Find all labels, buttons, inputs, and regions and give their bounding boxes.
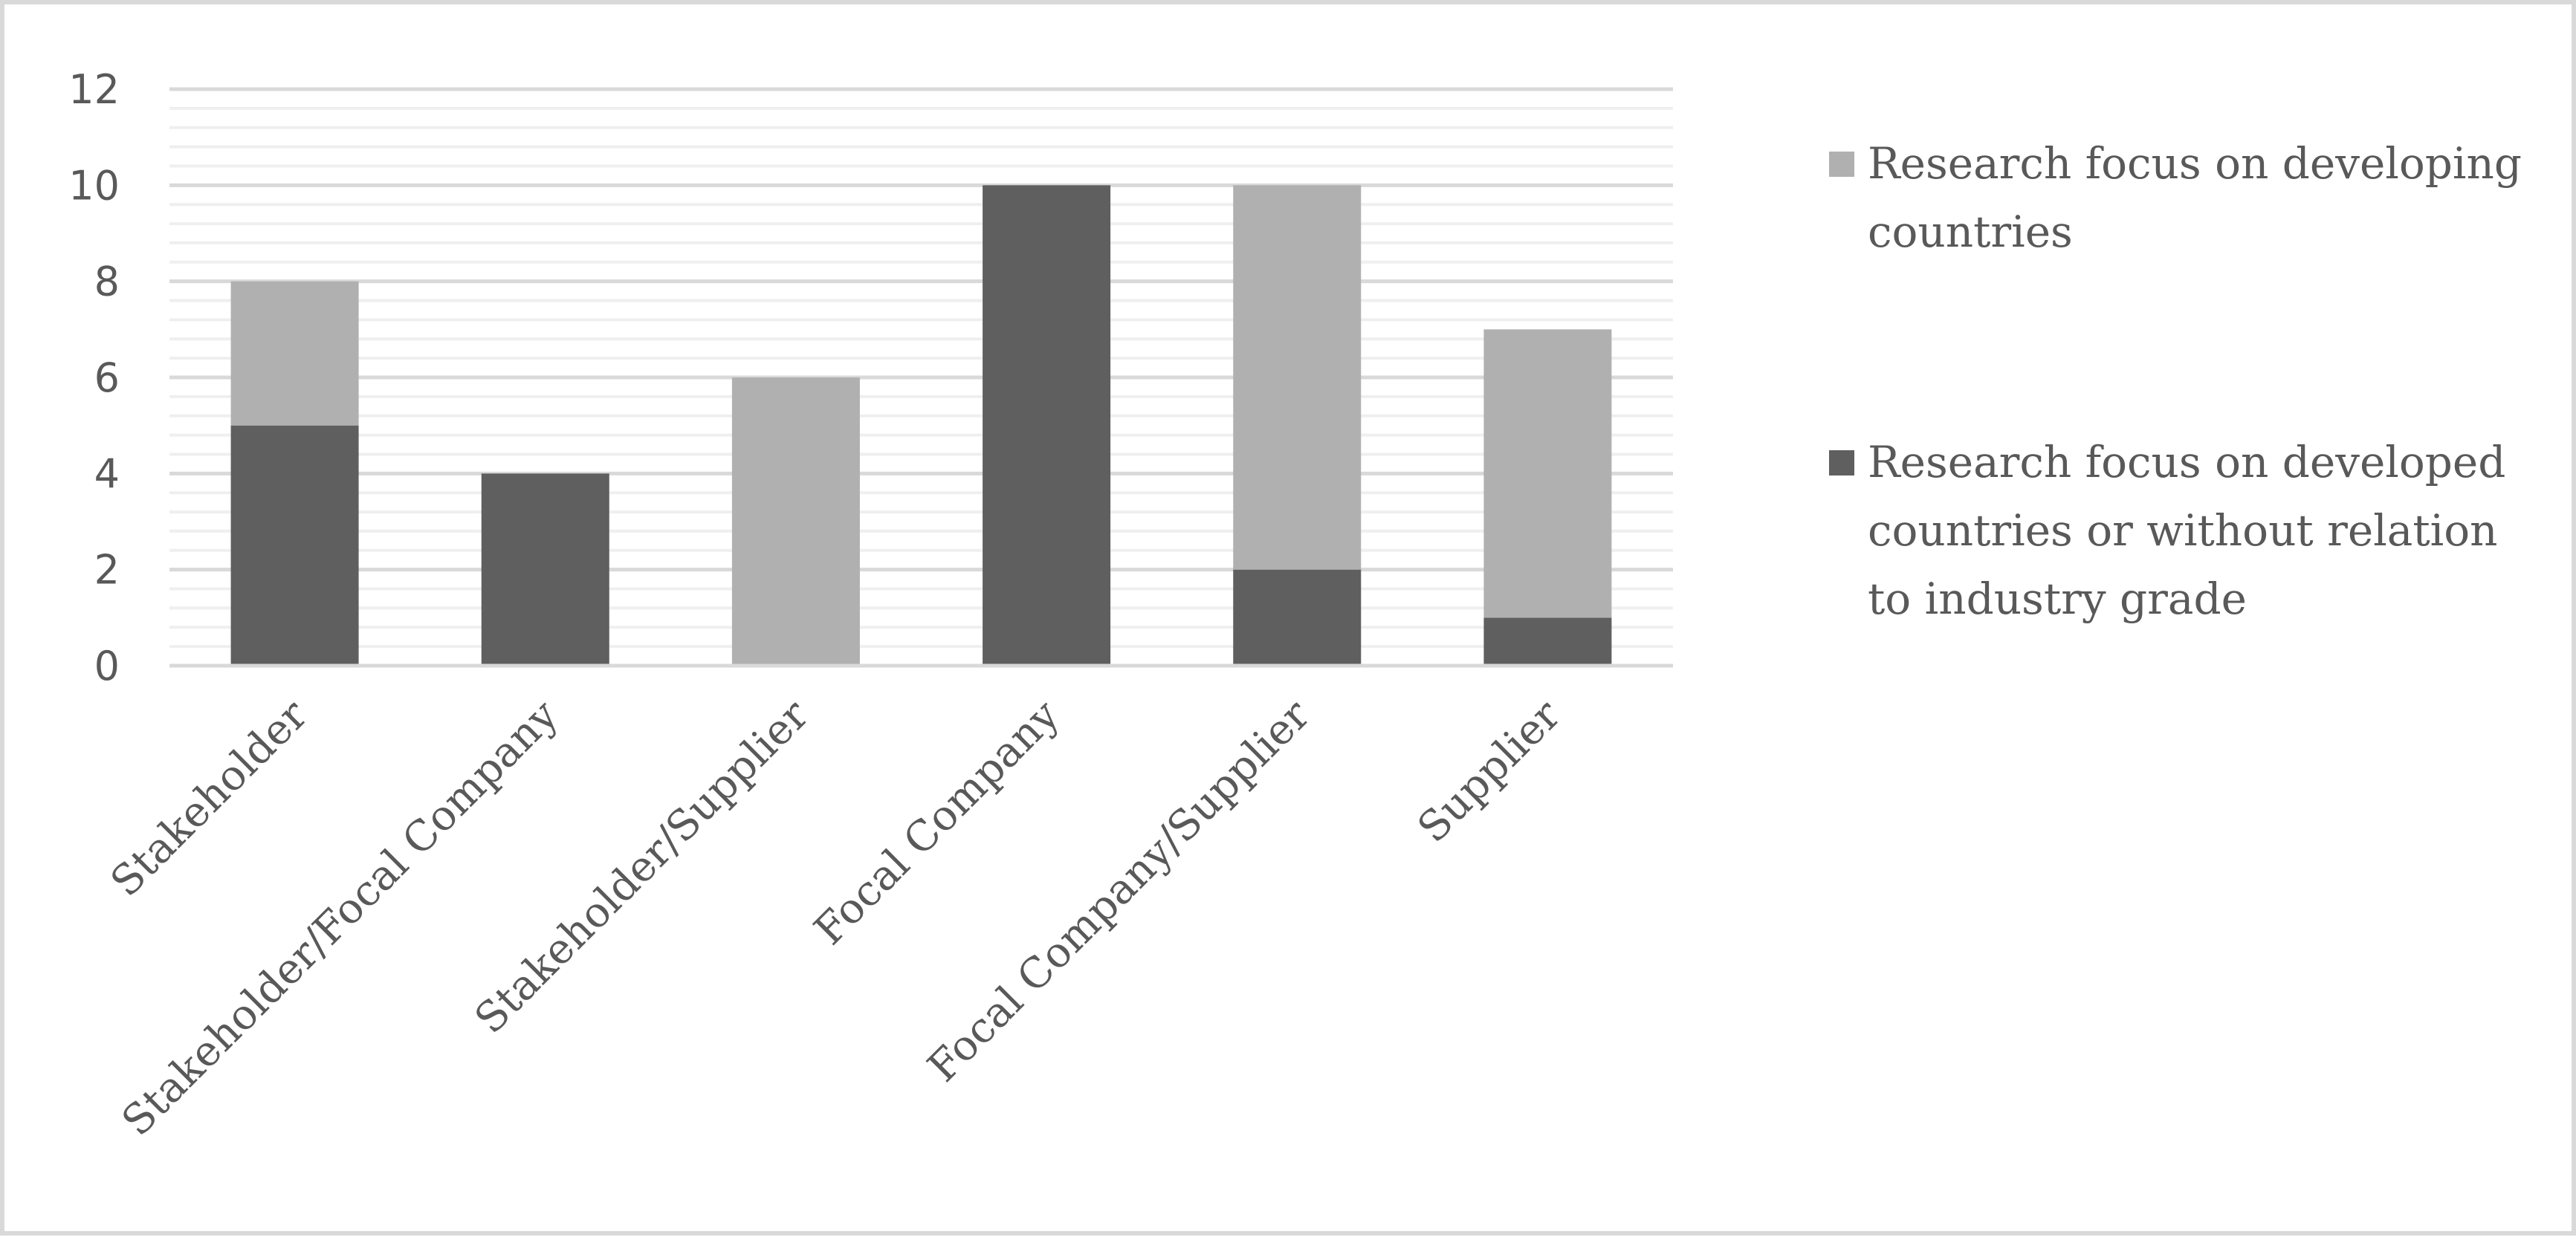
legend-swatch <box>1829 450 1854 475</box>
y-tick-label: 12 <box>68 66 120 113</box>
legend-label: Research focus on developed <box>1868 437 2505 487</box>
bar-segment <box>983 185 1111 666</box>
grid-lines <box>169 87 1673 649</box>
category-label: Focal Company <box>805 691 1069 955</box>
legend: Research focus on developing countries Res… <box>1829 138 2522 624</box>
y-tick-labels: 0 2 4 6 8 10 12 <box>68 66 120 689</box>
y-tick-label: 6 <box>94 354 120 401</box>
y-tick-label: 8 <box>94 259 120 305</box>
category-label: Stakeholder/Focal Company <box>113 691 568 1146</box>
bars <box>230 185 1612 666</box>
legend-label: countries or without relation <box>1868 505 2498 556</box>
bar-segment <box>1483 329 1612 618</box>
bar-segment <box>1483 617 1612 666</box>
bar-segment <box>731 377 860 666</box>
legend-label: countries <box>1868 207 2073 257</box>
y-tick-label: 4 <box>94 450 120 497</box>
bar-segment <box>1233 569 1362 666</box>
bar-segment <box>230 425 359 666</box>
bar-segment <box>481 473 609 666</box>
category-label: Supplier <box>1408 691 1570 852</box>
bar-segment <box>1233 185 1362 570</box>
y-tick-label: 0 <box>94 643 120 689</box>
legend-label: to industry grade <box>1868 574 2247 624</box>
y-tick-label: 2 <box>94 547 120 594</box>
category-label: Stakeholder <box>102 691 317 906</box>
bar-segment <box>230 281 359 426</box>
legend-label: Research focus on developing <box>1868 138 2522 189</box>
y-tick-label: 10 <box>68 162 120 209</box>
legend-swatch <box>1829 152 1854 177</box>
